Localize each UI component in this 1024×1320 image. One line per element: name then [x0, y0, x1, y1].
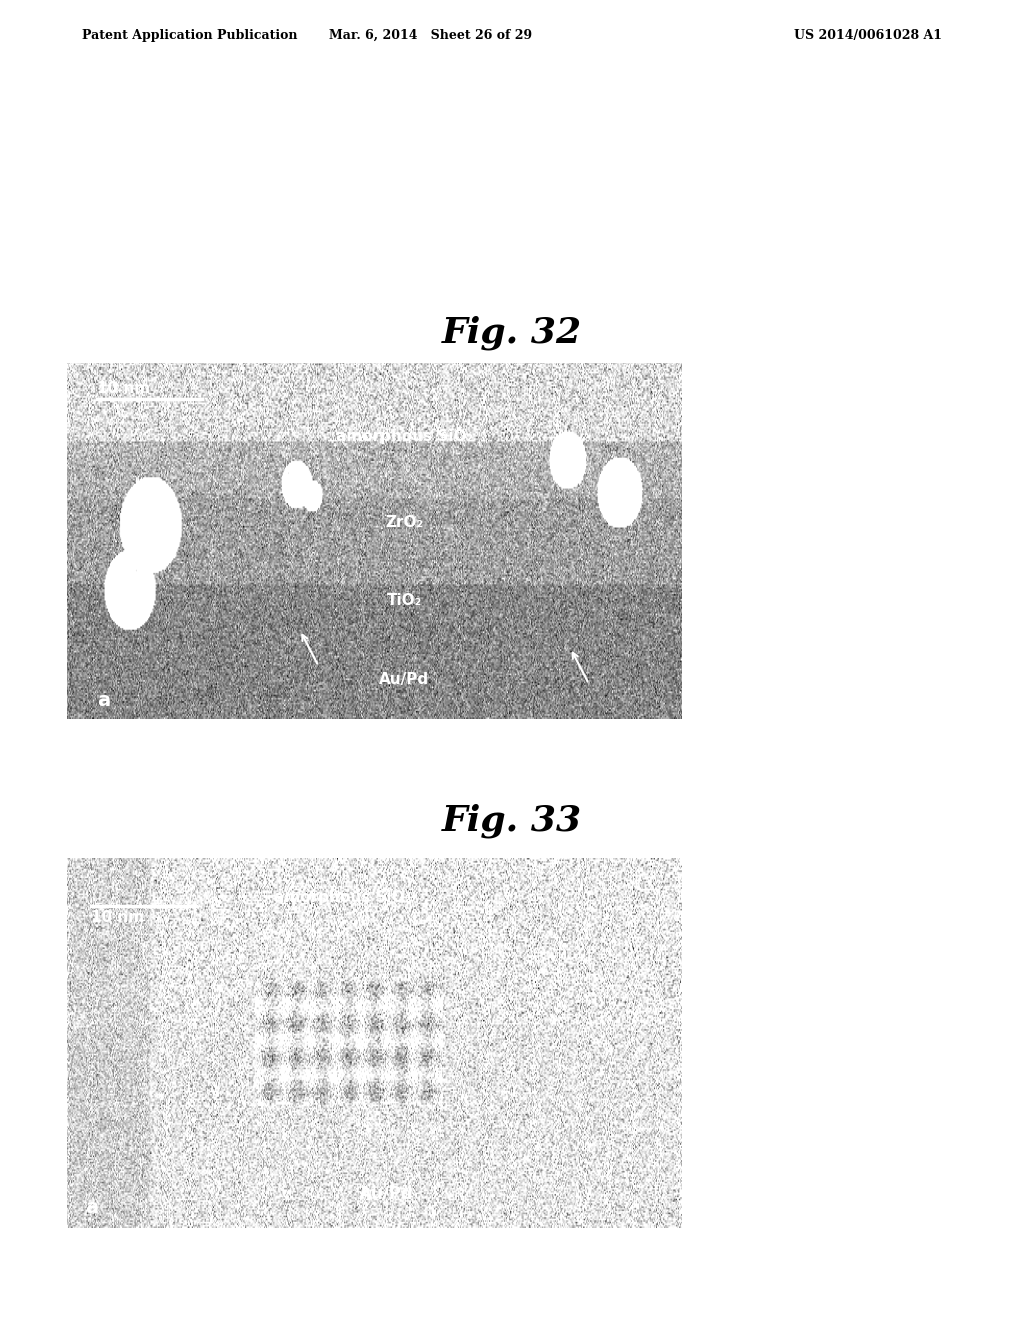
- Text: TiO₂: TiO₂: [387, 594, 422, 609]
- Text: US 2014/0061028 A1: US 2014/0061028 A1: [794, 29, 942, 42]
- Text: a: a: [85, 1199, 98, 1217]
- Text: Fig. 32: Fig. 32: [442, 315, 582, 350]
- Text: Patent Application Publication: Patent Application Publication: [82, 29, 297, 42]
- Text: Au/Pd: Au/Pd: [380, 672, 429, 686]
- Text: a: a: [97, 690, 111, 710]
- Text: Fig. 33: Fig. 33: [442, 804, 582, 838]
- Text: Mar. 6, 2014   Sheet 26 of 29: Mar. 6, 2014 Sheet 26 of 29: [329, 29, 531, 42]
- Text: amorphous SiO₂: amorphous SiO₂: [274, 891, 412, 906]
- Text: ZrO₂: ZrO₂: [385, 515, 424, 529]
- Text: 10 nm: 10 nm: [91, 909, 144, 924]
- Text: Au/Pd: Au/Pd: [358, 1184, 414, 1203]
- Text: amorphous SiO₂: amorphous SiO₂: [336, 429, 473, 445]
- Text: 10 nm: 10 nm: [97, 380, 151, 396]
